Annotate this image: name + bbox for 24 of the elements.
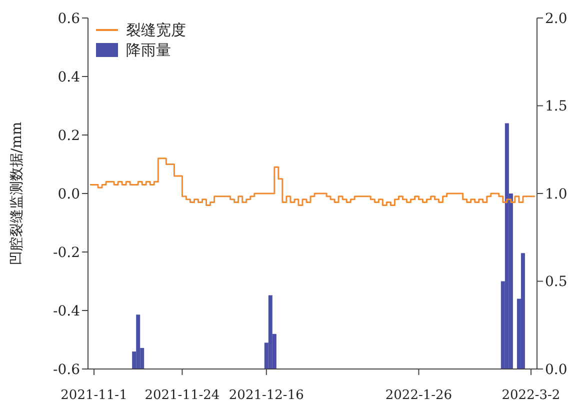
y2-tick-label: 0.5 xyxy=(545,274,568,290)
y-tick-label: 0.6 xyxy=(58,10,80,27)
x-tick-label: 2022-1-26 xyxy=(385,388,452,403)
x-tick-label: 2021-11-24 xyxy=(144,388,220,403)
y2-tick-label: 1.0 xyxy=(545,186,568,202)
y2-tick-label: 2.0 xyxy=(545,10,568,27)
y-tick-label: -0.4 xyxy=(53,303,80,320)
y2-tick-label: 1.5 xyxy=(545,98,568,115)
legend-label: 裂缝宽度 xyxy=(126,20,186,40)
x-tick-label: 2021-12-16 xyxy=(228,388,304,403)
y-tick-label: 0.4 xyxy=(58,69,80,86)
y-axis-title: 凹腔裂缝监测数据/mm xyxy=(8,122,25,266)
y2-tick-label: 0.0 xyxy=(545,362,568,378)
y-tick-label: -0.6 xyxy=(53,362,80,378)
bar xyxy=(268,295,272,369)
bar xyxy=(504,123,509,369)
x-tick-label: 2022-3-2 xyxy=(502,388,560,403)
y-tick-label: -0.2 xyxy=(53,244,80,261)
bar xyxy=(136,314,140,369)
x-tick-label: 2021-11-1 xyxy=(60,388,128,403)
y-tick-label: 0.0 xyxy=(58,186,80,202)
legend-label: 降雨量 xyxy=(126,40,171,60)
bar xyxy=(520,253,525,369)
y-tick-label: 0.2 xyxy=(58,128,80,144)
